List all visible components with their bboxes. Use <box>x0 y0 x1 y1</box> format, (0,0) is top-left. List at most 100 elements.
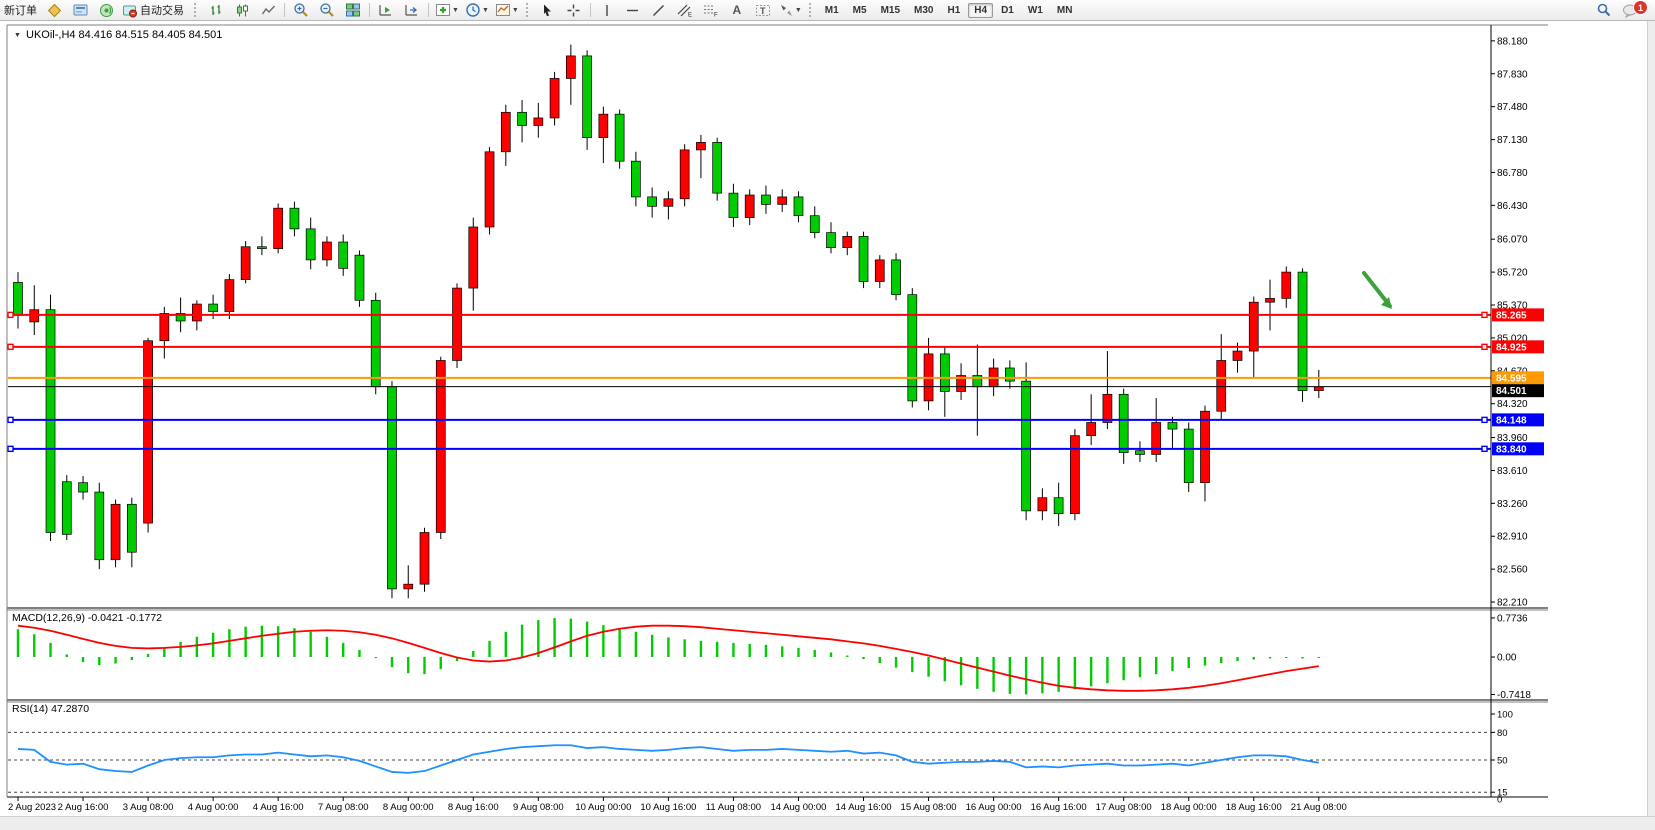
arrow-annotation-head[interactable] <box>1381 297 1392 309</box>
price-tick-label: 85.720 <box>1497 268 1528 279</box>
candle-body <box>354 254 365 301</box>
candle-body <box>257 246 267 249</box>
candle-body <box>13 282 23 316</box>
zoom-out-icon[interactable] <box>315 1 339 19</box>
time-tick-label: 9 Aug 08:00 <box>513 802 564 813</box>
chart-window: 88.180 87.830 87.480 87.130 86.780 86.430 86.0… <box>0 21 1655 830</box>
timeframe-button-mn[interactable]: MN <box>1056 5 1073 16</box>
equidistant-channel-icon[interactable]: E <box>673 1 697 19</box>
candle-body <box>387 386 397 590</box>
toolbar-separator <box>369 3 370 17</box>
price-tick-label: 83.260 <box>1497 499 1528 510</box>
candle-body <box>45 309 56 533</box>
price-line-label: 84.595 <box>1496 373 1527 384</box>
chat-icon[interactable]: 1 <box>1618 0 1648 19</box>
indicators-button[interactable]: ▼ <box>433 1 461 19</box>
time-tick-label: 8 Aug 16:00 <box>448 802 499 813</box>
price-line-label: 83.840 <box>1496 444 1527 455</box>
candle-body <box>1118 393 1129 453</box>
price-line-label-box <box>1492 371 1544 385</box>
time-tick-label: 2 Aug 16:00 <box>58 802 109 813</box>
time-tick-label: 10 Aug 00:00 <box>575 802 631 813</box>
crosshair-icon[interactable] <box>562 1 586 19</box>
candle-body <box>696 142 706 151</box>
timeframe-button-m15[interactable]: M15 <box>880 5 901 16</box>
candle-body <box>712 142 723 194</box>
hline-handle[interactable] <box>7 311 14 319</box>
timeframe-button-m1[interactable]: M1 <box>824 5 839 16</box>
hline-handle[interactable] <box>7 445 14 453</box>
auto-scroll-icon[interactable] <box>374 1 398 19</box>
text-label-icon[interactable]: T <box>751 1 775 19</box>
vertical-line-icon[interactable] <box>595 1 619 19</box>
signals-icon[interactable] <box>94 1 118 19</box>
hline-handle[interactable] <box>1481 445 1488 453</box>
price-line-label: 84.148 <box>1496 415 1527 426</box>
search-icon[interactable] <box>1592 1 1616 19</box>
candle-body <box>842 236 853 249</box>
autotrading-button[interactable]: 自动交易 <box>120 1 189 19</box>
candle-body <box>305 228 316 261</box>
candle-body <box>614 113 625 162</box>
candle-body <box>126 503 137 553</box>
timeframe-button-h4[interactable]: H4 <box>968 3 994 18</box>
periods-button[interactable]: ▼ <box>463 1 491 19</box>
price-tick-label: 83.960 <box>1497 433 1528 444</box>
templates-button[interactable]: ▼ <box>493 1 521 19</box>
price-tick-label: 83.610 <box>1497 466 1528 477</box>
time-tick-label: 8 Aug 00:00 <box>383 802 434 813</box>
candle-body <box>1232 350 1243 361</box>
candle-body <box>744 194 755 218</box>
hline-handle[interactable] <box>1481 416 1488 424</box>
price-line-label: 85.265 <box>1496 310 1527 321</box>
price-line-label-box <box>1492 413 1544 427</box>
metaeditor-icon[interactable] <box>42 1 66 19</box>
macd-axis-label: -0.7418 <box>1497 690 1531 701</box>
candle-body <box>1102 393 1113 423</box>
cursor-icon[interactable] <box>536 1 560 19</box>
timeframe-button-d1[interactable]: D1 <box>1001 5 1014 16</box>
new-order-button[interactable]: 新订单 <box>4 5 37 17</box>
text-icon[interactable]: A <box>732 3 742 17</box>
candle-body <box>1021 380 1031 512</box>
price-line-label: 84.501 <box>1496 386 1527 397</box>
time-tick-label: 11 Aug 08:00 <box>706 802 761 813</box>
price-tick-label: 85.370 <box>1497 301 1528 312</box>
timeframe-button-m5[interactable]: M5 <box>852 5 867 16</box>
timeframe-button-m30[interactable]: M30 <box>914 5 934 16</box>
chevron-down-icon: ▼ <box>452 6 459 14</box>
price-tick-label: 88.180 <box>1497 36 1528 47</box>
rsi-axis-label: 50 <box>1497 756 1508 767</box>
candle-body <box>1216 360 1227 412</box>
zoom-in-icon[interactable] <box>289 1 313 19</box>
line-chart-icon[interactable] <box>256 1 280 19</box>
chart-shift-icon[interactable] <box>400 1 424 19</box>
timeframe-button-w1[interactable]: W1 <box>1027 5 1043 16</box>
chart-symbol-dropdown-icon: ▼ <box>14 32 21 39</box>
candle-body <box>322 241 332 261</box>
hline-handle[interactable] <box>7 343 14 351</box>
trendline-icon[interactable] <box>647 1 671 19</box>
candle-body <box>1135 450 1145 455</box>
horizontal-line-icon[interactable] <box>621 1 645 19</box>
timeframe-button-h1[interactable]: H1 <box>947 5 961 16</box>
hline-handle[interactable] <box>1481 343 1488 351</box>
tile-windows-icon[interactable] <box>341 1 365 19</box>
bar-chart-icon[interactable] <box>204 1 228 19</box>
price-chart-svg: 88.180 87.830 87.480 87.130 86.780 86.430 86.0… <box>6 24 1548 813</box>
arrows-button[interactable]: ▼ <box>777 1 804 19</box>
candle-body <box>452 287 462 361</box>
price-line-label-box <box>1492 384 1544 398</box>
price-tick-label: 86.430 <box>1497 201 1528 212</box>
candle-body <box>1281 271 1292 299</box>
terminal-icon[interactable] <box>68 1 92 19</box>
fibonacci-icon[interactable]: F <box>699 1 723 19</box>
hline-handle[interactable] <box>1481 311 1488 319</box>
candle-body <box>78 482 88 493</box>
macd-indicator-label: MACD(12,26,9) -0.0421 -0.1772 <box>12 612 162 624</box>
hline-handle[interactable] <box>7 416 14 424</box>
candle-body <box>175 313 186 322</box>
candlestick-chart-icon[interactable] <box>230 1 254 19</box>
candle-body <box>939 353 950 392</box>
